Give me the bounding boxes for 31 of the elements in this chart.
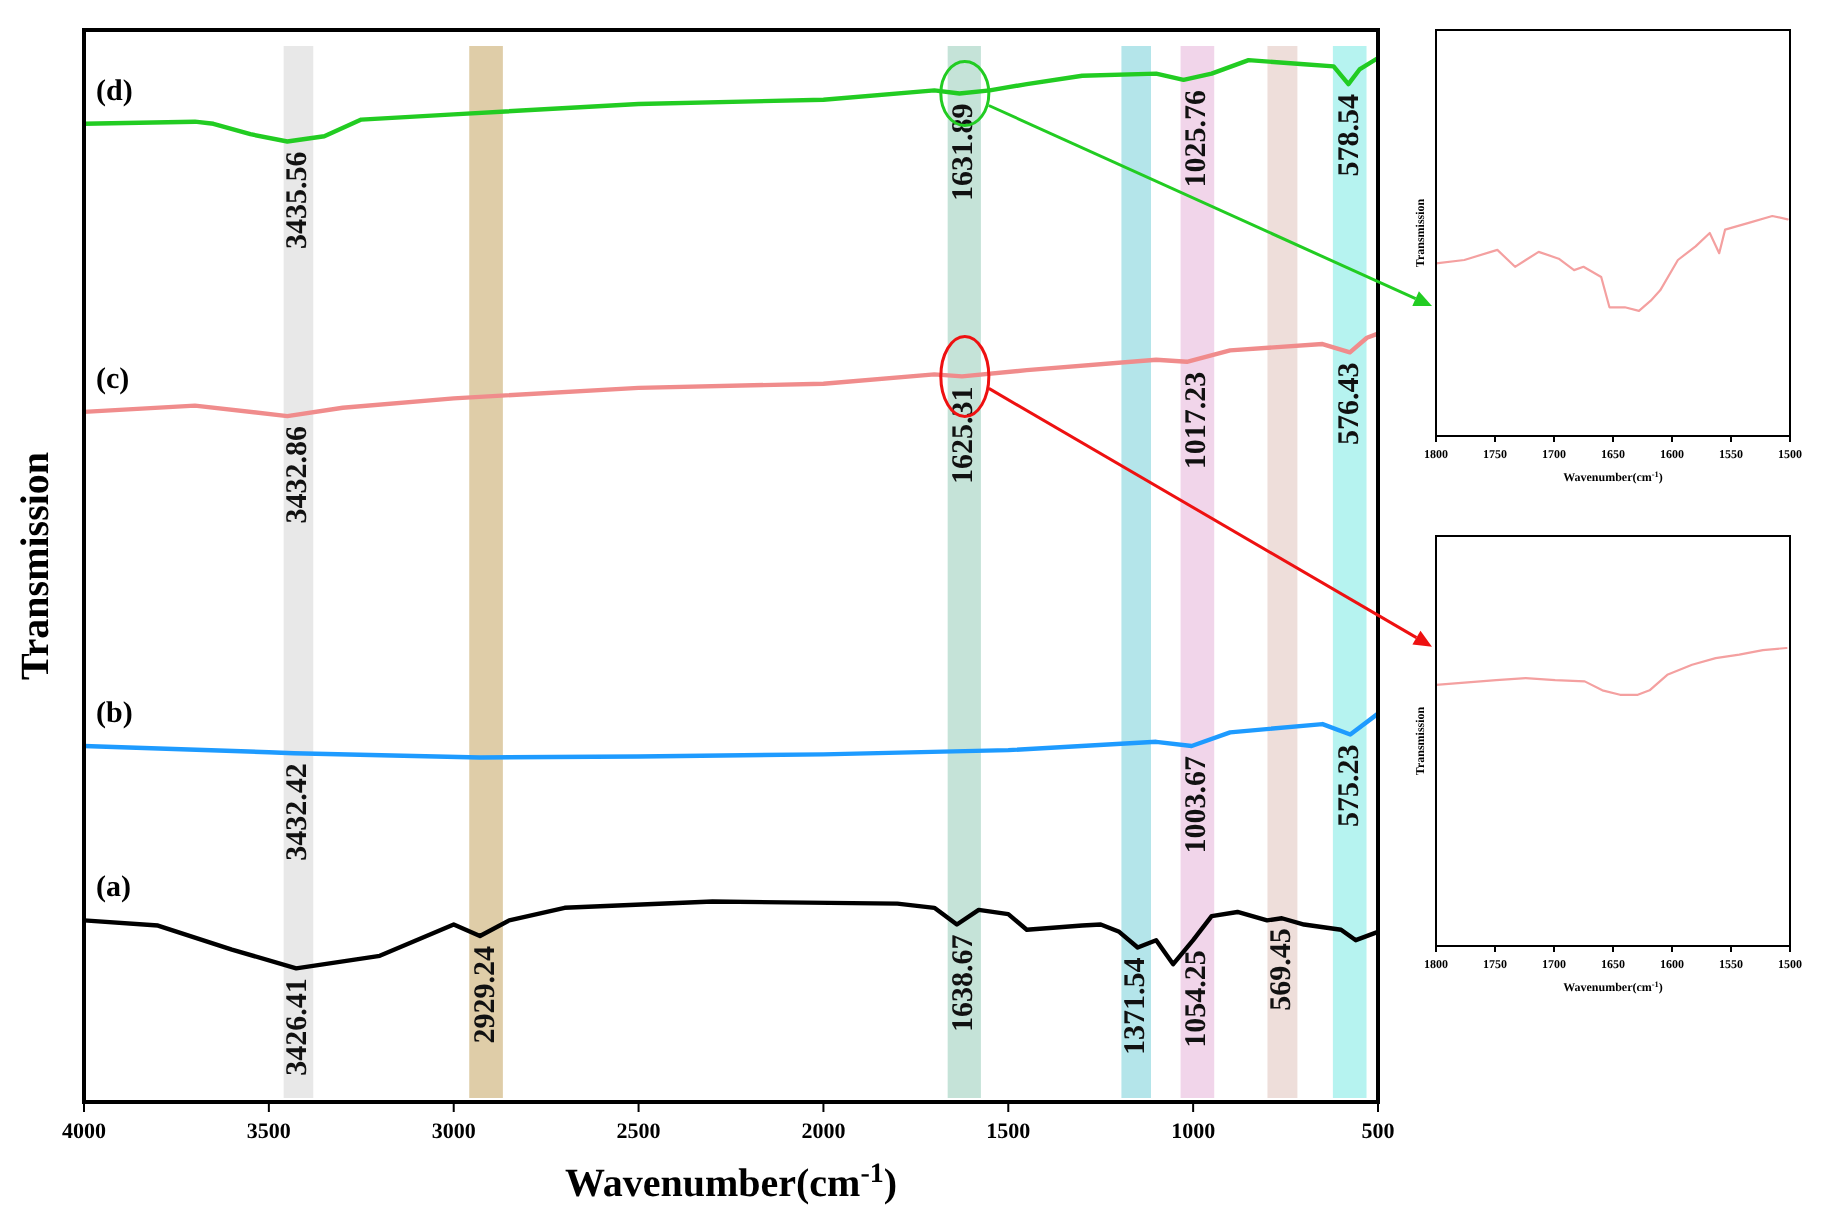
x-tick-label: 1000 <box>1171 1120 1217 1144</box>
annotation: 3426.41 <box>282 978 315 1076</box>
annotation: 1638.67 <box>948 933 981 1033</box>
x-tick-label: 500 <box>1361 1120 1396 1144</box>
x-tick-label: 3500 <box>246 1120 292 1144</box>
annotation: 578.54 <box>1333 93 1366 177</box>
x-tick-label: 3000 <box>431 1120 477 1144</box>
x-axis-title: Wavenumber(cm$^{-1}$) <box>564 1159 898 1206</box>
annotation: 1371.54 <box>1120 956 1153 1055</box>
x-tick-label: 1500 <box>986 1120 1032 1144</box>
annotation: 1054.25 <box>1181 950 1214 1048</box>
annotation: 3432.42 <box>282 763 315 861</box>
annotation: 1003.67 <box>1181 755 1214 854</box>
annotation: 3435.56 <box>282 150 315 250</box>
series-label: (a) <box>96 872 131 905</box>
series-label: (b) <box>96 698 133 730</box>
y-axis-title: Transmission <box>14 451 58 681</box>
annotation: 1017.23 <box>1181 371 1214 470</box>
annotation: 576.43 <box>1333 362 1366 445</box>
annotation: 575.23 <box>1333 744 1366 828</box>
series-label: (c) <box>96 363 130 396</box>
annotation: 1631.89 <box>948 103 981 201</box>
annotation: 3432.86 <box>282 425 315 524</box>
annotation: 1025.76 <box>1181 88 1214 188</box>
x-tick-label: 4000 <box>62 1120 107 1144</box>
annotation: 569.45 <box>1266 928 1299 1011</box>
x-tick-label: 2500 <box>616 1120 662 1144</box>
annotation: 1625.31 <box>948 386 981 484</box>
annotation: 2929.24 <box>470 945 503 1044</box>
series-label: (d) <box>96 75 133 108</box>
x-tick-label: 2000 <box>801 1120 847 1144</box>
